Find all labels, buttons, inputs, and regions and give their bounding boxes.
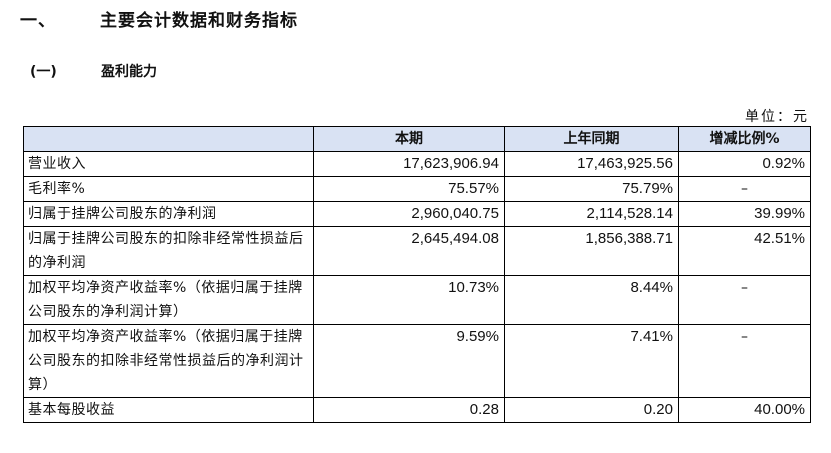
row-label: 归属于挂牌公司股东的扣除非经常性损益后的净利润	[23, 226, 314, 276]
prior-value: 2,114,528.14	[504, 201, 679, 227]
section-heading: 一、 主要会计数据和财务指标	[20, 6, 298, 31]
section-title: 主要会计数据和财务指标	[100, 11, 298, 31]
table-row: 加权平均净资产收益率%（依据归属于挂牌公司股东的净利润计算） 10.73% 8.…	[23, 275, 811, 325]
section-number: 一、	[20, 11, 56, 31]
change-value: 42.51%	[678, 226, 811, 276]
table-row: 归属于挂牌公司股东的扣除非经常性损益后的净利润 2,645,494.08 1,8…	[23, 226, 811, 276]
header-current-period: 本期	[313, 126, 505, 152]
profitability-table: 本期 上年同期 增减比例% 营业收入 17,623,906.94 17,463,…	[23, 126, 811, 423]
current-value: 2,960,040.75	[313, 201, 505, 227]
change-value: –	[678, 275, 811, 325]
header-item	[23, 126, 314, 152]
prior-value: 75.79%	[504, 176, 679, 202]
change-value: –	[678, 176, 811, 202]
prior-value: 0.20	[504, 397, 679, 423]
row-label: 加权平均净资产收益率%（依据归属于挂牌公司股东的扣除非经常性损益后的净利润计算）	[23, 324, 314, 398]
change-value: 39.99%	[678, 201, 811, 227]
prior-value: 8.44%	[504, 275, 679, 325]
current-value: 10.73%	[313, 275, 505, 325]
header-change-ratio: 增减比例%	[678, 126, 811, 152]
table-row: 营业收入 17,623,906.94 17,463,925.56 0.92%	[23, 151, 811, 177]
table-header-row: 本期 上年同期 增减比例%	[23, 126, 811, 152]
change-value: –	[678, 324, 811, 398]
current-value: 75.57%	[313, 176, 505, 202]
subsection-title: 盈利能力	[101, 64, 157, 80]
change-value: 0.92%	[678, 151, 811, 177]
subsection-heading: (一) 盈利能力	[30, 61, 157, 81]
table-row: 基本每股收益 0.28 0.20 40.00%	[23, 397, 811, 423]
row-label: 归属于挂牌公司股东的净利润	[23, 201, 314, 227]
table-row: 毛利率% 75.57% 75.79% –	[23, 176, 811, 202]
row-label: 营业收入	[23, 151, 314, 177]
prior-value: 7.41%	[504, 324, 679, 398]
current-value: 9.59%	[313, 324, 505, 398]
row-label: 毛利率%	[23, 176, 314, 202]
row-label: 基本每股收益	[23, 397, 314, 423]
current-value: 17,623,906.94	[313, 151, 505, 177]
unit-label: 单位：元	[745, 109, 809, 125]
table-row: 归属于挂牌公司股东的净利润 2,960,040.75 2,114,528.14 …	[23, 201, 811, 227]
current-value: 0.28	[313, 397, 505, 423]
table-row: 加权平均净资产收益率%（依据归属于挂牌公司股东的扣除非经常性损益后的净利润计算）…	[23, 324, 811, 398]
header-prior-period: 上年同期	[504, 126, 679, 152]
change-value: 40.00%	[678, 397, 811, 423]
current-value: 2,645,494.08	[313, 226, 505, 276]
prior-value: 1,856,388.71	[504, 226, 679, 276]
prior-value: 17,463,925.56	[504, 151, 679, 177]
subsection-number: (一)	[30, 64, 57, 80]
row-label: 加权平均净资产收益率%（依据归属于挂牌公司股东的净利润计算）	[23, 275, 314, 325]
